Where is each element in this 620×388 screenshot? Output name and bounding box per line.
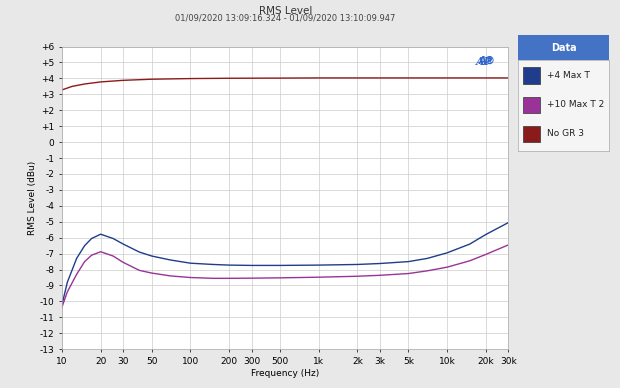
+10 Max T 2: [64, 289, 71, 294]
+4 Max T: [376, 261, 384, 266]
+4 Max T: [167, 258, 174, 262]
+10 Max T 2: [136, 268, 143, 273]
+10 Max T 2: [210, 276, 217, 281]
+10 Max T 2: [482, 252, 490, 257]
+4 Max T: [482, 232, 490, 237]
Text: +10 Max T 2: +10 Max T 2: [547, 100, 604, 109]
+10 Max T 2: [88, 253, 95, 258]
+4 Max T: [505, 220, 512, 225]
+4 Max T: [443, 251, 451, 255]
Text: RMS Level: RMS Level: [259, 6, 312, 16]
No GR 3: [148, 77, 156, 81]
No GR 3: [315, 76, 322, 80]
No GR 3: [482, 76, 490, 80]
+10 Max T 2: [225, 276, 232, 281]
+10 Max T 2: [423, 268, 431, 273]
+10 Max T 2: [120, 260, 127, 265]
No GR 3: [97, 80, 104, 84]
Line: +4 Max T: +4 Max T: [62, 223, 508, 305]
+10 Max T 2: [277, 275, 284, 280]
+10 Max T 2: [73, 272, 81, 277]
Text: AP: AP: [476, 55, 493, 67]
+10 Max T 2: [405, 271, 412, 276]
+4 Max T: [248, 263, 255, 268]
+4 Max T: [58, 302, 66, 307]
Text: +4 Max T: +4 Max T: [547, 71, 590, 80]
+4 Max T: [225, 263, 232, 267]
No GR 3: [443, 76, 451, 80]
+10 Max T 2: [376, 273, 384, 278]
+10 Max T 2: [58, 305, 66, 309]
Line: +10 Max T 2: +10 Max T 2: [62, 245, 508, 307]
+4 Max T: [187, 261, 194, 265]
+10 Max T 2: [148, 271, 156, 275]
+10 Max T 2: [505, 242, 512, 247]
No GR 3: [225, 76, 232, 81]
+4 Max T: [423, 256, 431, 261]
FancyBboxPatch shape: [523, 68, 540, 84]
+10 Max T 2: [353, 274, 361, 279]
No GR 3: [120, 78, 127, 83]
+10 Max T 2: [466, 258, 474, 263]
No GR 3: [353, 76, 361, 80]
Text: A: A: [479, 55, 486, 66]
No GR 3: [68, 84, 76, 89]
Text: No GR 3: No GR 3: [547, 130, 584, 139]
+10 Max T 2: [187, 275, 194, 280]
Text: Data: Data: [551, 43, 577, 52]
+4 Max T: [120, 242, 127, 246]
No GR 3: [58, 88, 66, 92]
+4 Max T: [466, 242, 474, 246]
+10 Max T 2: [167, 274, 174, 278]
No GR 3: [505, 76, 512, 80]
+4 Max T: [315, 263, 322, 267]
+4 Max T: [88, 236, 95, 241]
+4 Max T: [81, 243, 88, 248]
No GR 3: [81, 81, 88, 86]
+4 Max T: [210, 262, 217, 267]
No GR 3: [277, 76, 284, 80]
+4 Max T: [97, 232, 104, 237]
+4 Max T: [73, 256, 81, 261]
FancyBboxPatch shape: [523, 97, 540, 113]
No GR 3: [405, 76, 412, 80]
Text: 01/09/2020 13:09:16.324 - 01/09/2020 13:10:09.947: 01/09/2020 13:09:16.324 - 01/09/2020 13:…: [175, 14, 396, 23]
Text: ®: ®: [484, 55, 495, 66]
+10 Max T 2: [315, 275, 322, 279]
+4 Max T: [136, 250, 143, 255]
+4 Max T: [109, 236, 117, 241]
+10 Max T 2: [97, 249, 104, 254]
Line: No GR 3: No GR 3: [62, 78, 508, 90]
+4 Max T: [148, 254, 156, 258]
+4 Max T: [64, 280, 71, 285]
+10 Max T 2: [81, 259, 88, 264]
FancyBboxPatch shape: [523, 126, 540, 142]
No GR 3: [187, 76, 194, 81]
Y-axis label: RMS Level (dBu): RMS Level (dBu): [28, 161, 37, 235]
+10 Max T 2: [443, 265, 451, 270]
+10 Max T 2: [109, 254, 117, 258]
X-axis label: Frequency (Hz): Frequency (Hz): [251, 369, 319, 378]
+4 Max T: [405, 259, 412, 264]
+4 Max T: [277, 263, 284, 268]
+10 Max T 2: [248, 276, 255, 281]
+4 Max T: [353, 262, 361, 267]
